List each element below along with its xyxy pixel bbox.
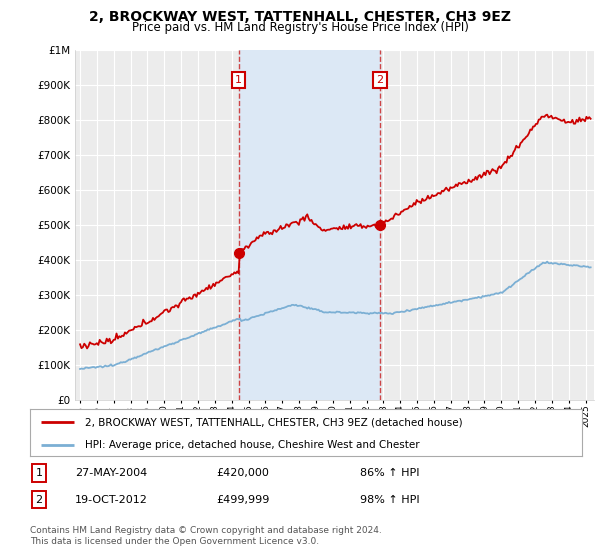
Bar [239, 50, 380, 400]
Text: 2, BROCKWAY WEST, TATTENHALL, CHESTER, CH3 9EZ: 2, BROCKWAY WEST, TATTENHALL, CHESTER, C… [89, 10, 511, 24]
Text: 19-OCT-2012: 19-OCT-2012 [75, 494, 148, 505]
Text: Contains HM Land Registry data © Crown copyright and database right 2024.
This d: Contains HM Land Registry data © Crown c… [30, 526, 382, 546]
Text: £420,000: £420,000 [216, 468, 269, 478]
Text: 2, BROCKWAY WEST, TATTENHALL, CHESTER, CH3 9EZ (detached house): 2, BROCKWAY WEST, TATTENHALL, CHESTER, C… [85, 417, 463, 427]
Text: 27-MAY-2004: 27-MAY-2004 [75, 468, 147, 478]
Text: 2: 2 [35, 494, 43, 505]
Text: 1: 1 [235, 75, 242, 85]
Text: 86% ↑ HPI: 86% ↑ HPI [360, 468, 419, 478]
Text: 98% ↑ HPI: 98% ↑ HPI [360, 494, 419, 505]
Text: 1: 1 [35, 468, 43, 478]
Text: Price paid vs. HM Land Registry's House Price Index (HPI): Price paid vs. HM Land Registry's House … [131, 21, 469, 34]
Text: 2: 2 [376, 75, 383, 85]
Text: £499,999: £499,999 [216, 494, 269, 505]
Text: HPI: Average price, detached house, Cheshire West and Chester: HPI: Average price, detached house, Ches… [85, 440, 420, 450]
